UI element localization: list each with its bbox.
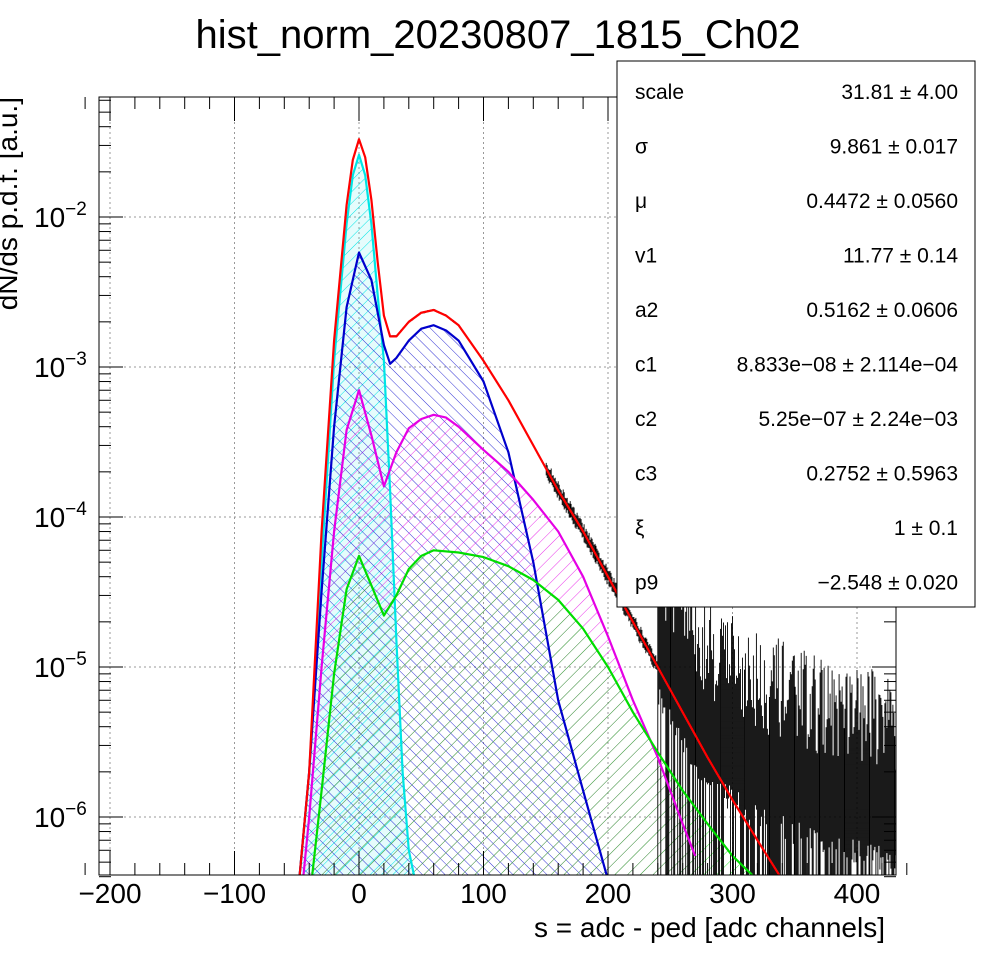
fit-curves	[298, 138, 781, 875]
stat-name: c1	[635, 354, 657, 377]
x-tick-label: −100	[203, 878, 266, 909]
stat-value: 8.833e−08 ± 2.114e−04	[737, 354, 959, 377]
stat-value: 1 ± 0.1	[894, 517, 958, 540]
x-axis-label: s = adc - ped [adc channels]	[534, 912, 885, 943]
component-fill-3	[312, 550, 753, 875]
stat-value: 5.25e−07 ± 2.24e−03	[758, 408, 958, 431]
stat-value: −2.548 ± 0.020	[817, 572, 958, 595]
x-tick-label: 200	[585, 878, 632, 909]
stat-value: 0.4472 ± 0.0560	[806, 190, 958, 213]
stat-value: 0.5162 ± 0.0606	[806, 299, 958, 322]
chart-title: hist_norm_20230807_1815_Ch02	[196, 13, 801, 57]
y-tick-label: 10−6	[34, 799, 87, 833]
stat-name: c3	[635, 463, 657, 486]
x-tick-label: −200	[78, 878, 141, 909]
fit-curve-3	[311, 549, 754, 875]
stats-box: scale 31.81 ± 4.00 σ 9.861 ± 0.017 μ 0.4472 ±…	[616, 60, 976, 608]
y-tick-label: 10−3	[34, 349, 87, 383]
fit-curve-1	[298, 251, 608, 875]
stat-value: 0.2752 ± 0.5963	[806, 463, 958, 486]
axes-ticks: −200 −100 0 100 200 300 400 10−6 10−5 10−4 10−3 10−…	[34, 97, 908, 909]
fit-curve-2	[302, 389, 697, 875]
stat-name: v1	[635, 245, 657, 268]
stat-name: μ	[635, 190, 647, 213]
x-tick-label: 100	[460, 878, 507, 909]
stat-name: c2	[635, 408, 657, 431]
stat-name: a2	[635, 299, 658, 322]
stat-name: p9	[635, 572, 658, 595]
x-tick-label: 0	[351, 878, 367, 909]
y-tick-label: 10−4	[34, 499, 87, 533]
stat-name: scale	[635, 81, 684, 104]
y-axis-label: dN/ds p.d.f. [a.u.]	[0, 97, 23, 310]
stat-name: ξ	[635, 517, 644, 540]
stat-value: 11.77 ± 0.14	[843, 245, 958, 268]
x-tick-label: 300	[709, 878, 756, 909]
y-tick-label: 10−2	[34, 199, 87, 233]
x-tick-label: 400	[834, 878, 881, 909]
stat-name: σ	[635, 136, 648, 159]
stat-value: 31.81 ± 4.00	[841, 81, 958, 104]
fit-curve-4	[298, 138, 781, 875]
y-tick-label: 10−5	[34, 649, 87, 683]
fit-curve-0	[298, 153, 416, 875]
stat-value: 9.861 ± 0.017	[830, 136, 958, 159]
